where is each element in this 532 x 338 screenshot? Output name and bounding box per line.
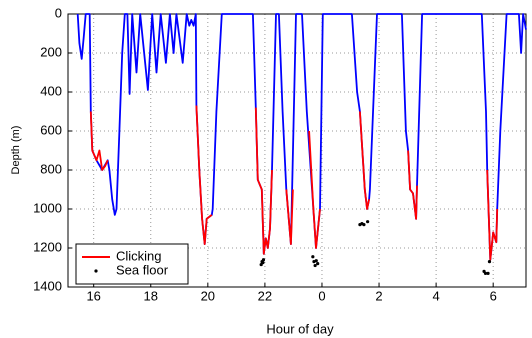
sea-floor-point: [261, 258, 266, 262]
depth-line: [76, 13, 527, 261]
sea-floor-point: [314, 259, 318, 263]
x-tick-label: 0: [318, 288, 325, 303]
legend-marker: [94, 269, 98, 273]
legend-label: Clicking: [116, 248, 162, 263]
sea-floor-point: [261, 261, 265, 265]
y-tick-label: 600: [40, 122, 62, 137]
x-tick-label: 22: [258, 288, 272, 303]
x-tick-label: 6: [490, 288, 497, 303]
x-tick-label: 20: [201, 288, 215, 303]
y-tick-label: 1000: [33, 200, 62, 215]
y-tick-label: 1200: [33, 239, 62, 254]
x-axis-label: Hour of day: [266, 321, 334, 336]
sea-floor-point: [366, 220, 370, 224]
x-tick-label: 4: [432, 288, 439, 303]
x-tick-label: 18: [144, 288, 158, 303]
y-tick-label: 0: [55, 5, 62, 20]
legend-box: [75, 243, 189, 285]
sea-floor-point: [316, 262, 320, 266]
sea-floor-point: [313, 263, 317, 268]
y-tick-label: 200: [40, 44, 62, 59]
y-axis-label: Depth (m): [10, 126, 22, 175]
legend-label: Sea floor: [116, 262, 169, 277]
sea-floor-point: [483, 271, 488, 275]
y-tick-label: 800: [40, 161, 62, 176]
sea-floor-point: [311, 255, 315, 259]
sea-floor-point: [362, 223, 366, 227]
sea-floor-point: [486, 271, 490, 275]
y-tick-label: 400: [40, 83, 62, 98]
sea-floor-point: [487, 260, 492, 264]
depth-line: [89, 105, 499, 261]
x-tick-label: 2: [375, 288, 382, 303]
x-tick-label: 16: [86, 288, 100, 303]
y-tick-label: 1400: [33, 278, 62, 293]
